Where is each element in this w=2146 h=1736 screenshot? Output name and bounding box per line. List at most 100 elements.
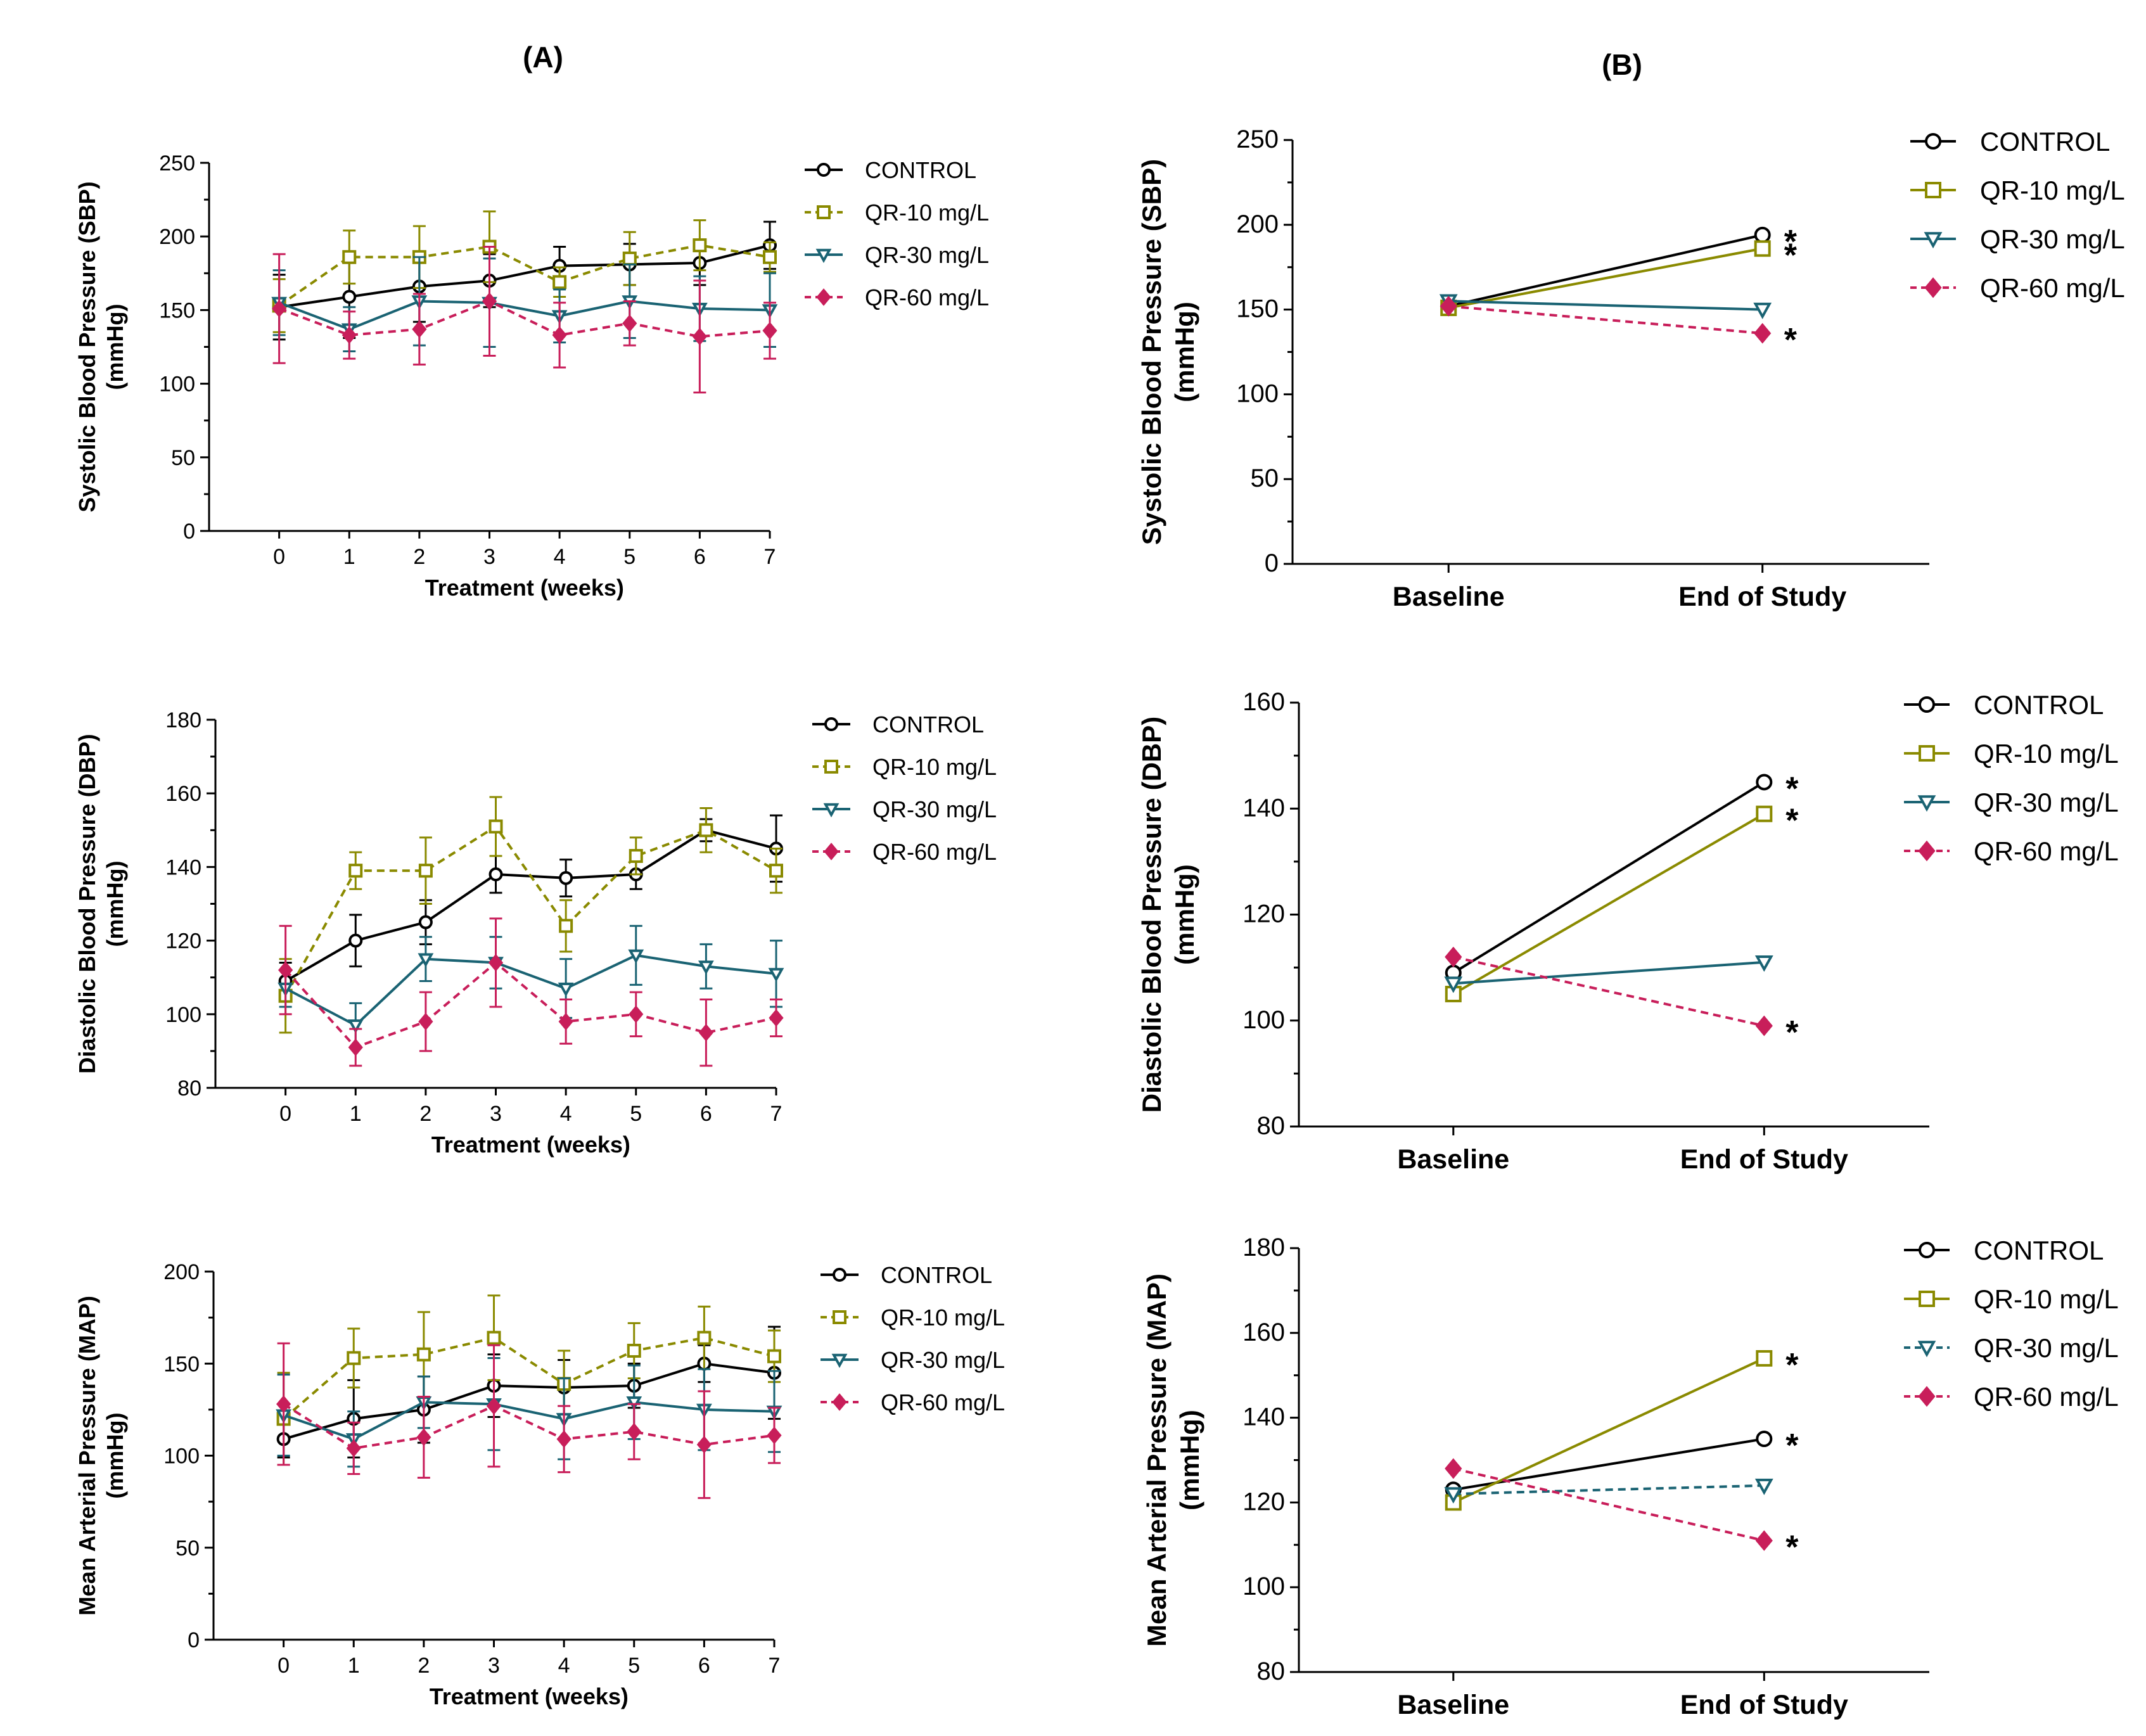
legend-label: QR-30 mg/L — [881, 1347, 1005, 1373]
data-point — [347, 1019, 364, 1034]
y-axis-label-line: Mean Arterial Pressure (MAP) — [74, 1296, 100, 1616]
data-point — [622, 314, 637, 333]
legend-label: CONTROL — [1980, 127, 2110, 156]
y-tick-label: 250 — [159, 151, 195, 176]
y-tick-label: 50 — [1251, 464, 1279, 492]
y-axis-label: Mean Arterial Pressure (MAP)(mmHg) — [1142, 1273, 1204, 1647]
data-point — [696, 1436, 712, 1453]
legend-entry-qr-30-mg-l: QR-30 mg/L — [812, 796, 997, 822]
data-point — [348, 1038, 363, 1057]
legend-marker — [824, 717, 838, 731]
data-point — [698, 961, 714, 975]
x-tick-label: 2 — [413, 545, 425, 569]
data-point — [488, 954, 504, 972]
legend-label: QR-60 mg/L — [1974, 836, 2119, 866]
significance-star: * — [1785, 1529, 1799, 1566]
legend-marker — [831, 1353, 848, 1369]
x-tick-label: 2 — [419, 1102, 431, 1126]
y-tick-label: 100 — [159, 373, 195, 397]
y-tick-label: 180 — [1242, 1234, 1285, 1261]
x-tick-label: Baseline — [1393, 582, 1505, 612]
y-tick-label: 100 — [1236, 380, 1279, 407]
y-tick-label: 80 — [1257, 1112, 1286, 1140]
legend-entry-qr-30-mg-l: QR-30 mg/L — [805, 242, 989, 268]
y-axis-label-line: Diastolic Blood Pressure (DBP) — [74, 734, 100, 1073]
legend-entry-qr-10-mg-l: QR-10 mg/L — [1910, 176, 2125, 205]
legend-entry-qr-60-mg-l: QR-60 mg/L — [812, 839, 997, 865]
legend-label: CONTROL — [881, 1262, 992, 1288]
legend-label: CONTROL — [1974, 1235, 2104, 1265]
y-tick-label: 200 — [159, 225, 195, 249]
legend-marker — [1917, 1341, 1936, 1358]
x-tick-label: 6 — [694, 545, 706, 569]
legend-label: QR-60 mg/L — [872, 839, 997, 865]
series-line — [283, 1362, 775, 1441]
data-point — [416, 1428, 431, 1446]
data-point — [627, 1343, 641, 1358]
legend-entry-qr-30-mg-l: QR-30 mg/L — [1904, 788, 2119, 817]
series-qr-10-mg-l: * — [1445, 803, 1799, 1002]
data-point — [1756, 1350, 1773, 1367]
data-point — [556, 1430, 572, 1448]
x-tick-label: 1 — [350, 1102, 362, 1126]
data-point — [559, 919, 573, 933]
y-tick-label: 150 — [163, 1352, 200, 1376]
y-tick-label: 150 — [159, 298, 195, 322]
y-tick-label: 100 — [1242, 1006, 1285, 1034]
data-point — [1754, 322, 1772, 344]
y-tick-label: 160 — [1242, 1318, 1285, 1346]
series-line — [284, 824, 777, 997]
legend-label: QR-30 mg/L — [865, 242, 989, 268]
series-line — [1452, 781, 1765, 974]
x-axis-label: Treatment (weeks) — [425, 575, 624, 601]
data-point — [1756, 805, 1773, 822]
x-tick-label: 0 — [273, 545, 285, 569]
legend-marker — [1924, 232, 1943, 249]
series-qr-60-mg-l: * — [1445, 947, 1799, 1051]
x-tick-label: 5 — [623, 545, 635, 569]
panel-label-b: (B) — [1602, 48, 1642, 81]
legend-entry-qr-10-mg-l: QR-10 mg/L — [812, 754, 997, 780]
series-qr-60-mg-l: * — [1445, 1458, 1799, 1566]
series-line — [1448, 305, 1763, 335]
chart-a2: 80 100 120 140 160 180 0 1 2 3 4 5 6 7 Treatment (week… — [74, 708, 997, 1158]
data-point — [489, 819, 503, 834]
legend-label: CONTROL — [1974, 690, 2104, 720]
x-tick-label: 6 — [700, 1102, 712, 1126]
data-point — [418, 1012, 433, 1031]
legend-label: QR-10 mg/L — [1974, 739, 2119, 769]
significance-star: * — [1784, 322, 1798, 359]
legend-marker — [1924, 277, 1942, 298]
series-qr-30-mg-l — [1444, 955, 1773, 993]
x-tick-label: 0 — [279, 1102, 291, 1126]
series-line — [278, 244, 770, 307]
series-line — [283, 1403, 775, 1450]
x-axis-label: Treatment (weeks) — [430, 1683, 629, 1709]
data-point — [272, 300, 287, 318]
data-point — [552, 275, 567, 290]
legend-label: CONTROL — [872, 712, 984, 737]
significance-star: * — [1785, 1427, 1799, 1464]
data-point — [1754, 955, 1773, 972]
data-point — [1754, 240, 1771, 257]
legend-entry-control: CONTROL — [812, 712, 984, 737]
legend-label: QR-10 mg/L — [872, 754, 997, 780]
legend-entry-qr-30-mg-l: QR-30 mg/L — [821, 1347, 1005, 1373]
data-point — [629, 1005, 644, 1023]
x-tick-label: 3 — [488, 1654, 500, 1678]
series-control: * — [1440, 224, 1798, 315]
data-point — [489, 867, 503, 882]
data-point — [767, 1349, 781, 1363]
x-tick-label: 1 — [343, 545, 355, 569]
legend-entry-qr-30-mg-l: QR-30 mg/L — [1910, 224, 2125, 254]
legend-marker — [832, 1393, 847, 1411]
legend-label: CONTROL — [865, 157, 976, 183]
legend-marker — [1918, 840, 1936, 862]
legend-marker — [824, 843, 839, 860]
significance-star: * — [1785, 1347, 1799, 1384]
data-point — [487, 1331, 501, 1345]
y-tick-label: 50 — [176, 1536, 200, 1560]
series-line — [1453, 1484, 1765, 1496]
x-tick-label: 0 — [278, 1654, 290, 1678]
